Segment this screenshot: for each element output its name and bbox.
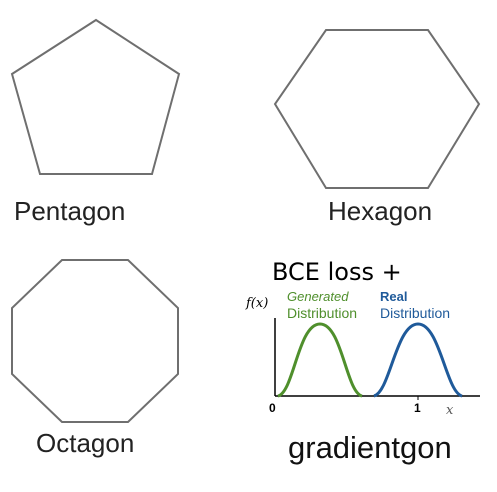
hexagon-shape	[273, 29, 481, 189]
gradientgon-label: gradientgon	[288, 430, 452, 465]
bce-loss-heading: BCE loss +	[272, 258, 402, 286]
x-tick-zero: 0	[269, 401, 276, 415]
x-axis-label: x	[446, 403, 454, 418]
real-label-line2: Distribution	[380, 305, 451, 321]
generated-distribution-label: Generated Distribution	[287, 288, 357, 322]
pentagon-label: Pentagon	[14, 196, 126, 226]
hexagon-label: Hexagon	[328, 196, 433, 226]
real-distribution-label: Real Distribution	[380, 288, 450, 322]
x-tick-one: 1	[414, 401, 421, 415]
fx-axis-label: f(x)	[246, 296, 269, 311]
pentagon-shape	[10, 18, 181, 175]
distribution-plot	[274, 318, 480, 400]
real-distribution-curve	[373, 322, 463, 398]
generated-label-line2: Distribution	[287, 305, 358, 321]
generated-distribution-curve	[277, 322, 363, 398]
octagon-shape	[11, 259, 179, 423]
octagon-label: Octagon	[36, 428, 135, 458]
generated-label-line1: Generated	[287, 289, 349, 304]
real-label-line1: Real	[380, 289, 408, 304]
